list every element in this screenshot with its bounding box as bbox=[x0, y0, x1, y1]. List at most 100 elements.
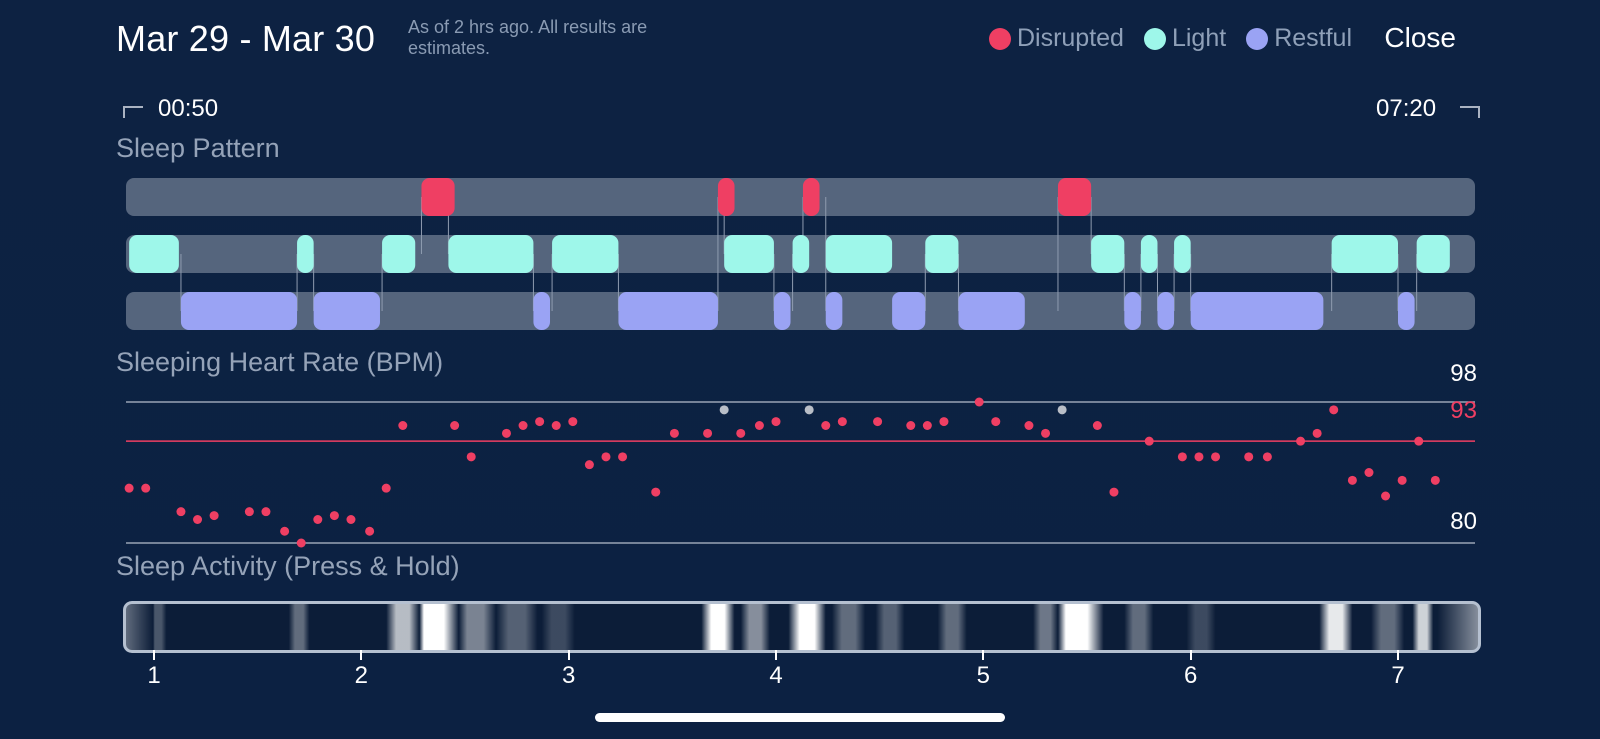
heart-rate-title: Sleeping Heart Rate (BPM) bbox=[116, 347, 444, 377]
heart-rate-point bbox=[1347, 475, 1357, 485]
heart-rate-point bbox=[974, 397, 984, 407]
restful-dot-icon bbox=[1246, 27, 1269, 50]
legend-item-light: Light bbox=[1143, 24, 1227, 53]
heart-rate-point bbox=[1194, 452, 1204, 462]
pattern-segment-restful bbox=[958, 292, 1025, 330]
pattern-segment-disrupted bbox=[717, 178, 735, 216]
axis-tick-label: 5 bbox=[976, 662, 990, 689]
pattern-segment-light bbox=[448, 235, 534, 273]
heart-rate-point bbox=[1092, 421, 1102, 430]
pattern-segment-light bbox=[792, 235, 810, 273]
heart-rate-point bbox=[922, 421, 932, 430]
heart-rate-point bbox=[176, 507, 186, 517]
pattern-segment-restful bbox=[1124, 292, 1141, 330]
pattern-segment-light bbox=[724, 235, 774, 273]
pattern-segment-restful bbox=[1157, 292, 1175, 330]
legend-label-light: Light bbox=[1171, 24, 1227, 52]
axis-tick bbox=[360, 650, 363, 660]
axis-tick bbox=[567, 650, 570, 660]
heart-rate-min-label: 80 bbox=[1450, 508, 1477, 535]
heart-rate-point bbox=[584, 460, 594, 470]
range-end-time: 07:20 bbox=[1376, 95, 1437, 122]
axis-tick-label: 4 bbox=[769, 662, 783, 689]
pattern-segment-restful bbox=[180, 292, 298, 330]
heart-rate-point bbox=[346, 515, 356, 524]
heart-rate-point bbox=[1177, 452, 1187, 462]
sleep-pattern-title: Sleep Pattern bbox=[116, 133, 280, 163]
heart-rate-point bbox=[939, 417, 949, 427]
pattern-segment-restful bbox=[618, 292, 718, 330]
pattern-segment-light bbox=[1331, 235, 1398, 273]
pattern-segment-restful bbox=[773, 292, 791, 330]
heart-rate-point bbox=[1262, 452, 1272, 462]
pattern-segment-disrupted bbox=[802, 178, 820, 216]
heart-rate-point bbox=[1041, 428, 1051, 438]
pattern-segment-light bbox=[382, 235, 416, 273]
axis-tick bbox=[1397, 650, 1399, 660]
pattern-segment-disrupted bbox=[421, 178, 455, 216]
heart-rate-point bbox=[1397, 475, 1407, 485]
heart-rate-point bbox=[821, 421, 831, 430]
heart-rate-point bbox=[1364, 468, 1374, 477]
heart-rate-point bbox=[1312, 428, 1322, 438]
pattern-segment-restful bbox=[825, 292, 843, 330]
sleep-activity-bar[interactable] bbox=[123, 601, 1481, 653]
pattern-segment-restful bbox=[313, 292, 380, 330]
heart-rate-point bbox=[771, 417, 781, 427]
heart-rate-point bbox=[313, 515, 323, 524]
heart-rate-point bbox=[551, 421, 561, 430]
range-start-bracket-icon bbox=[123, 106, 143, 118]
close-button[interactable]: Close bbox=[1384, 22, 1456, 53]
axis-tick-label: 1 bbox=[147, 662, 161, 689]
legend-item-disrupted: Disrupted bbox=[988, 24, 1124, 53]
disrupted-dot-icon bbox=[988, 27, 1011, 50]
heart-rate-point bbox=[329, 511, 339, 521]
sleep-activity-title: Sleep Activity (Press & Hold) bbox=[116, 551, 460, 581]
range-end-bracket-icon bbox=[1460, 106, 1480, 118]
heart-rate-point bbox=[669, 428, 679, 438]
heart-rate-point bbox=[1211, 452, 1221, 462]
legend-label-disrupted: Disrupted bbox=[1016, 24, 1124, 52]
axis-tick bbox=[775, 650, 777, 660]
axis-tick bbox=[982, 650, 985, 660]
heart-rate-point bbox=[1024, 421, 1034, 430]
heart-rate-point bbox=[244, 507, 254, 517]
heart-rate-point bbox=[193, 515, 203, 524]
heart-rate-point bbox=[124, 483, 134, 493]
heart-rate-point bbox=[991, 417, 1001, 427]
heart-rate-point bbox=[381, 483, 391, 493]
heart-rate-point bbox=[1329, 405, 1339, 415]
heart-rate-point bbox=[719, 405, 729, 415]
heart-rate-point bbox=[365, 526, 375, 536]
legend-label-restful: Restful bbox=[1274, 24, 1352, 52]
heart-rate-point bbox=[568, 417, 578, 427]
light-dot-icon bbox=[1143, 27, 1166, 50]
heart-rate-point bbox=[280, 526, 290, 536]
heart-rate-point bbox=[209, 511, 219, 521]
pattern-segment-light bbox=[1416, 235, 1450, 273]
heart-rate-point bbox=[873, 417, 883, 427]
heart-rate-max-label: 98 bbox=[1450, 360, 1477, 387]
axis-tick-label: 6 bbox=[1183, 662, 1198, 689]
heart-rate-point bbox=[651, 487, 661, 497]
pattern-segment-restful bbox=[1190, 292, 1324, 330]
heart-rate-point bbox=[837, 417, 847, 427]
heart-rate-point bbox=[1381, 491, 1391, 501]
heart-rate-point bbox=[518, 421, 528, 430]
heart-rate-point bbox=[804, 405, 814, 415]
pattern-track-disrupted bbox=[126, 178, 1475, 216]
home-indicator[interactable] bbox=[595, 713, 1005, 722]
heart-rate-point bbox=[261, 507, 271, 517]
heart-rate-point bbox=[754, 421, 764, 430]
pattern-segment-light bbox=[1091, 235, 1125, 273]
axis-tick-label: 7 bbox=[1391, 662, 1405, 689]
pattern-segment-disrupted bbox=[1057, 178, 1092, 216]
heart-rate-point bbox=[601, 452, 611, 462]
axis-tick-label: 2 bbox=[354, 662, 368, 689]
heart-rate-point bbox=[618, 452, 628, 462]
pattern-segment-light bbox=[1174, 235, 1191, 273]
heart-rate-point bbox=[1057, 405, 1067, 415]
heart-rate-point bbox=[141, 483, 151, 493]
pattern-segment-light bbox=[925, 235, 959, 273]
heart-rate-point bbox=[535, 417, 545, 427]
